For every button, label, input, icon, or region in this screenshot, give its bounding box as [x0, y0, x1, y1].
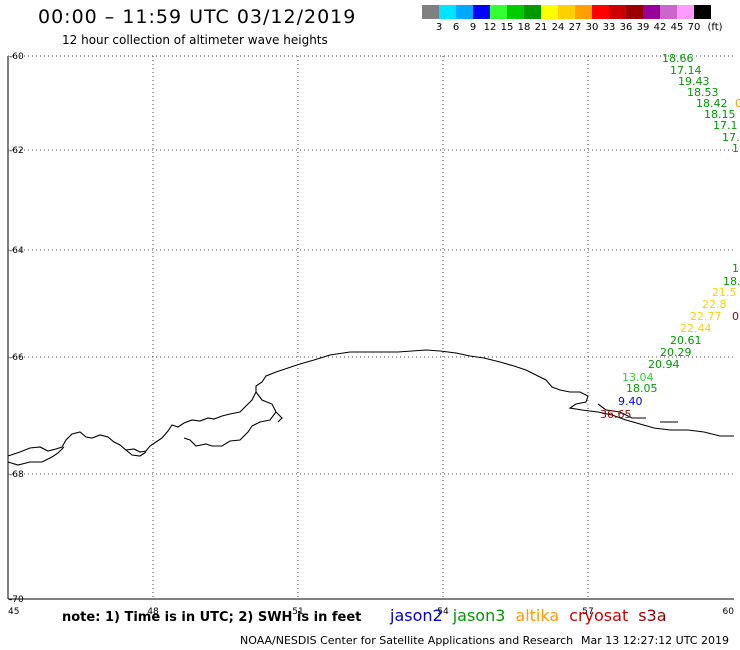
swh-value: 21.5 [712, 286, 737, 299]
swh-value: 22.44 [680, 322, 712, 335]
satellite-key: jason2 jason3 altika cryosat s3a [390, 606, 677, 625]
longitude-label: 45 [8, 607, 19, 617]
swh-value: 9.40 [618, 395, 643, 408]
legend-swatch [422, 5, 439, 19]
swh-value: 18.66 [662, 52, 694, 65]
generated-timestamp: Mar 13 12:27:12 UTC 2019 [581, 634, 729, 647]
satellite-jason3: jason3 [452, 606, 506, 625]
legend-swatch [626, 5, 643, 19]
swh-value: 19.43 [678, 75, 710, 88]
latitude-label: -64 [9, 246, 24, 256]
legend-unit: (ft) [707, 22, 723, 33]
swh-value: 13.04 [622, 371, 654, 384]
legend-swatch [507, 5, 524, 19]
swh-value: 18.05 [626, 382, 658, 395]
legend-label: 18 [517, 22, 531, 33]
swh-value: 22.8 [702, 298, 727, 311]
swh-value: 1 [732, 142, 739, 155]
legend-label: 24 [551, 22, 565, 33]
swh-value: 17.1 [713, 119, 738, 132]
legend-swatch [439, 5, 456, 19]
legend-swatch [592, 5, 609, 19]
swh-value: 17. [722, 131, 740, 144]
latitude-label: -70 [9, 595, 24, 605]
swh-value: 18. [723, 275, 740, 288]
legend-label: 27 [568, 22, 582, 33]
footer-note: note: 1) Time is in UTC; 2) SWH is in fe… [62, 610, 362, 625]
legend-swatch [677, 5, 694, 19]
legend-label: 6 [452, 22, 460, 33]
longitude-label: 48 [147, 607, 159, 617]
swh-value: 20.29 [660, 346, 692, 359]
swh-value: 36.65 [600, 408, 632, 421]
latitude-label: -62 [9, 146, 24, 156]
swh-value: 18.15 [704, 108, 736, 121]
graticule [8, 55, 734, 599]
longitude-label: 54 [437, 607, 449, 617]
legend-swatch [609, 5, 626, 19]
legend-label: 21 [534, 22, 548, 33]
map-title: 00:00 – 11:59 UTC 03/12/2019 [38, 6, 357, 28]
swh-value: 1 [732, 262, 739, 275]
legend-label: 33 [602, 22, 616, 33]
map-subtitle: 12 hour collection of altimeter wave hei… [62, 33, 328, 47]
credit-line: NOAA/NESDIS Center for Satellite Applica… [240, 634, 574, 647]
legend-label: 12 [483, 22, 497, 33]
latitude-label: -68 [9, 470, 24, 480]
satellite-jason2: jason2 [390, 606, 443, 625]
swh-value: 22.77 [690, 310, 722, 323]
legend-label: 42 [653, 22, 667, 33]
latitude-label: -66 [9, 353, 24, 363]
legend-label: 45 [670, 22, 684, 33]
satellite-s3a: s3a [638, 606, 667, 625]
swh-value: 18.53 [687, 86, 719, 99]
longitude-label: 51 [292, 607, 303, 617]
swh-value: 20.94 [648, 358, 680, 371]
coastline [7, 349, 734, 457]
legend-label: 15 [500, 22, 514, 33]
longitude-label: 60 [723, 607, 735, 617]
legend-swatch [575, 5, 592, 19]
swh-value: 17.14 [670, 64, 702, 77]
swh-value: 0 [732, 310, 739, 323]
legend-swatch [660, 5, 677, 19]
legend-label: 3 [435, 22, 443, 33]
legend-swatch [694, 5, 711, 19]
satellite-cryosat: cryosat [569, 606, 629, 625]
coastline-detail [597, 403, 678, 423]
legend-label: 39 [636, 22, 650, 33]
legend-label: 70 [687, 22, 701, 33]
legend-label: 9 [469, 22, 477, 33]
swh-value: 0 [735, 97, 740, 110]
longitude-label: 57 [582, 607, 593, 617]
coastline-lower [7, 391, 283, 466]
legend-swatch [524, 5, 541, 19]
legend-label: 30 [585, 22, 599, 33]
axis-labels: -60 -62 -64 -66 -68 -70 45 48 51 54 57 60 [8, 52, 734, 617]
legend-swatch [558, 5, 575, 19]
swh-value: 20.61 [670, 334, 702, 347]
latitude-label: -60 [9, 52, 24, 62]
satellite-altika: altika [515, 606, 560, 625]
legend-label: 36 [619, 22, 633, 33]
legend-swatch [643, 5, 660, 19]
swh-value: 18.42 [696, 97, 728, 110]
legend-swatch [490, 5, 507, 19]
legend-swatch [541, 5, 558, 19]
legend-swatch [456, 5, 473, 19]
legend-swatch [473, 5, 490, 19]
